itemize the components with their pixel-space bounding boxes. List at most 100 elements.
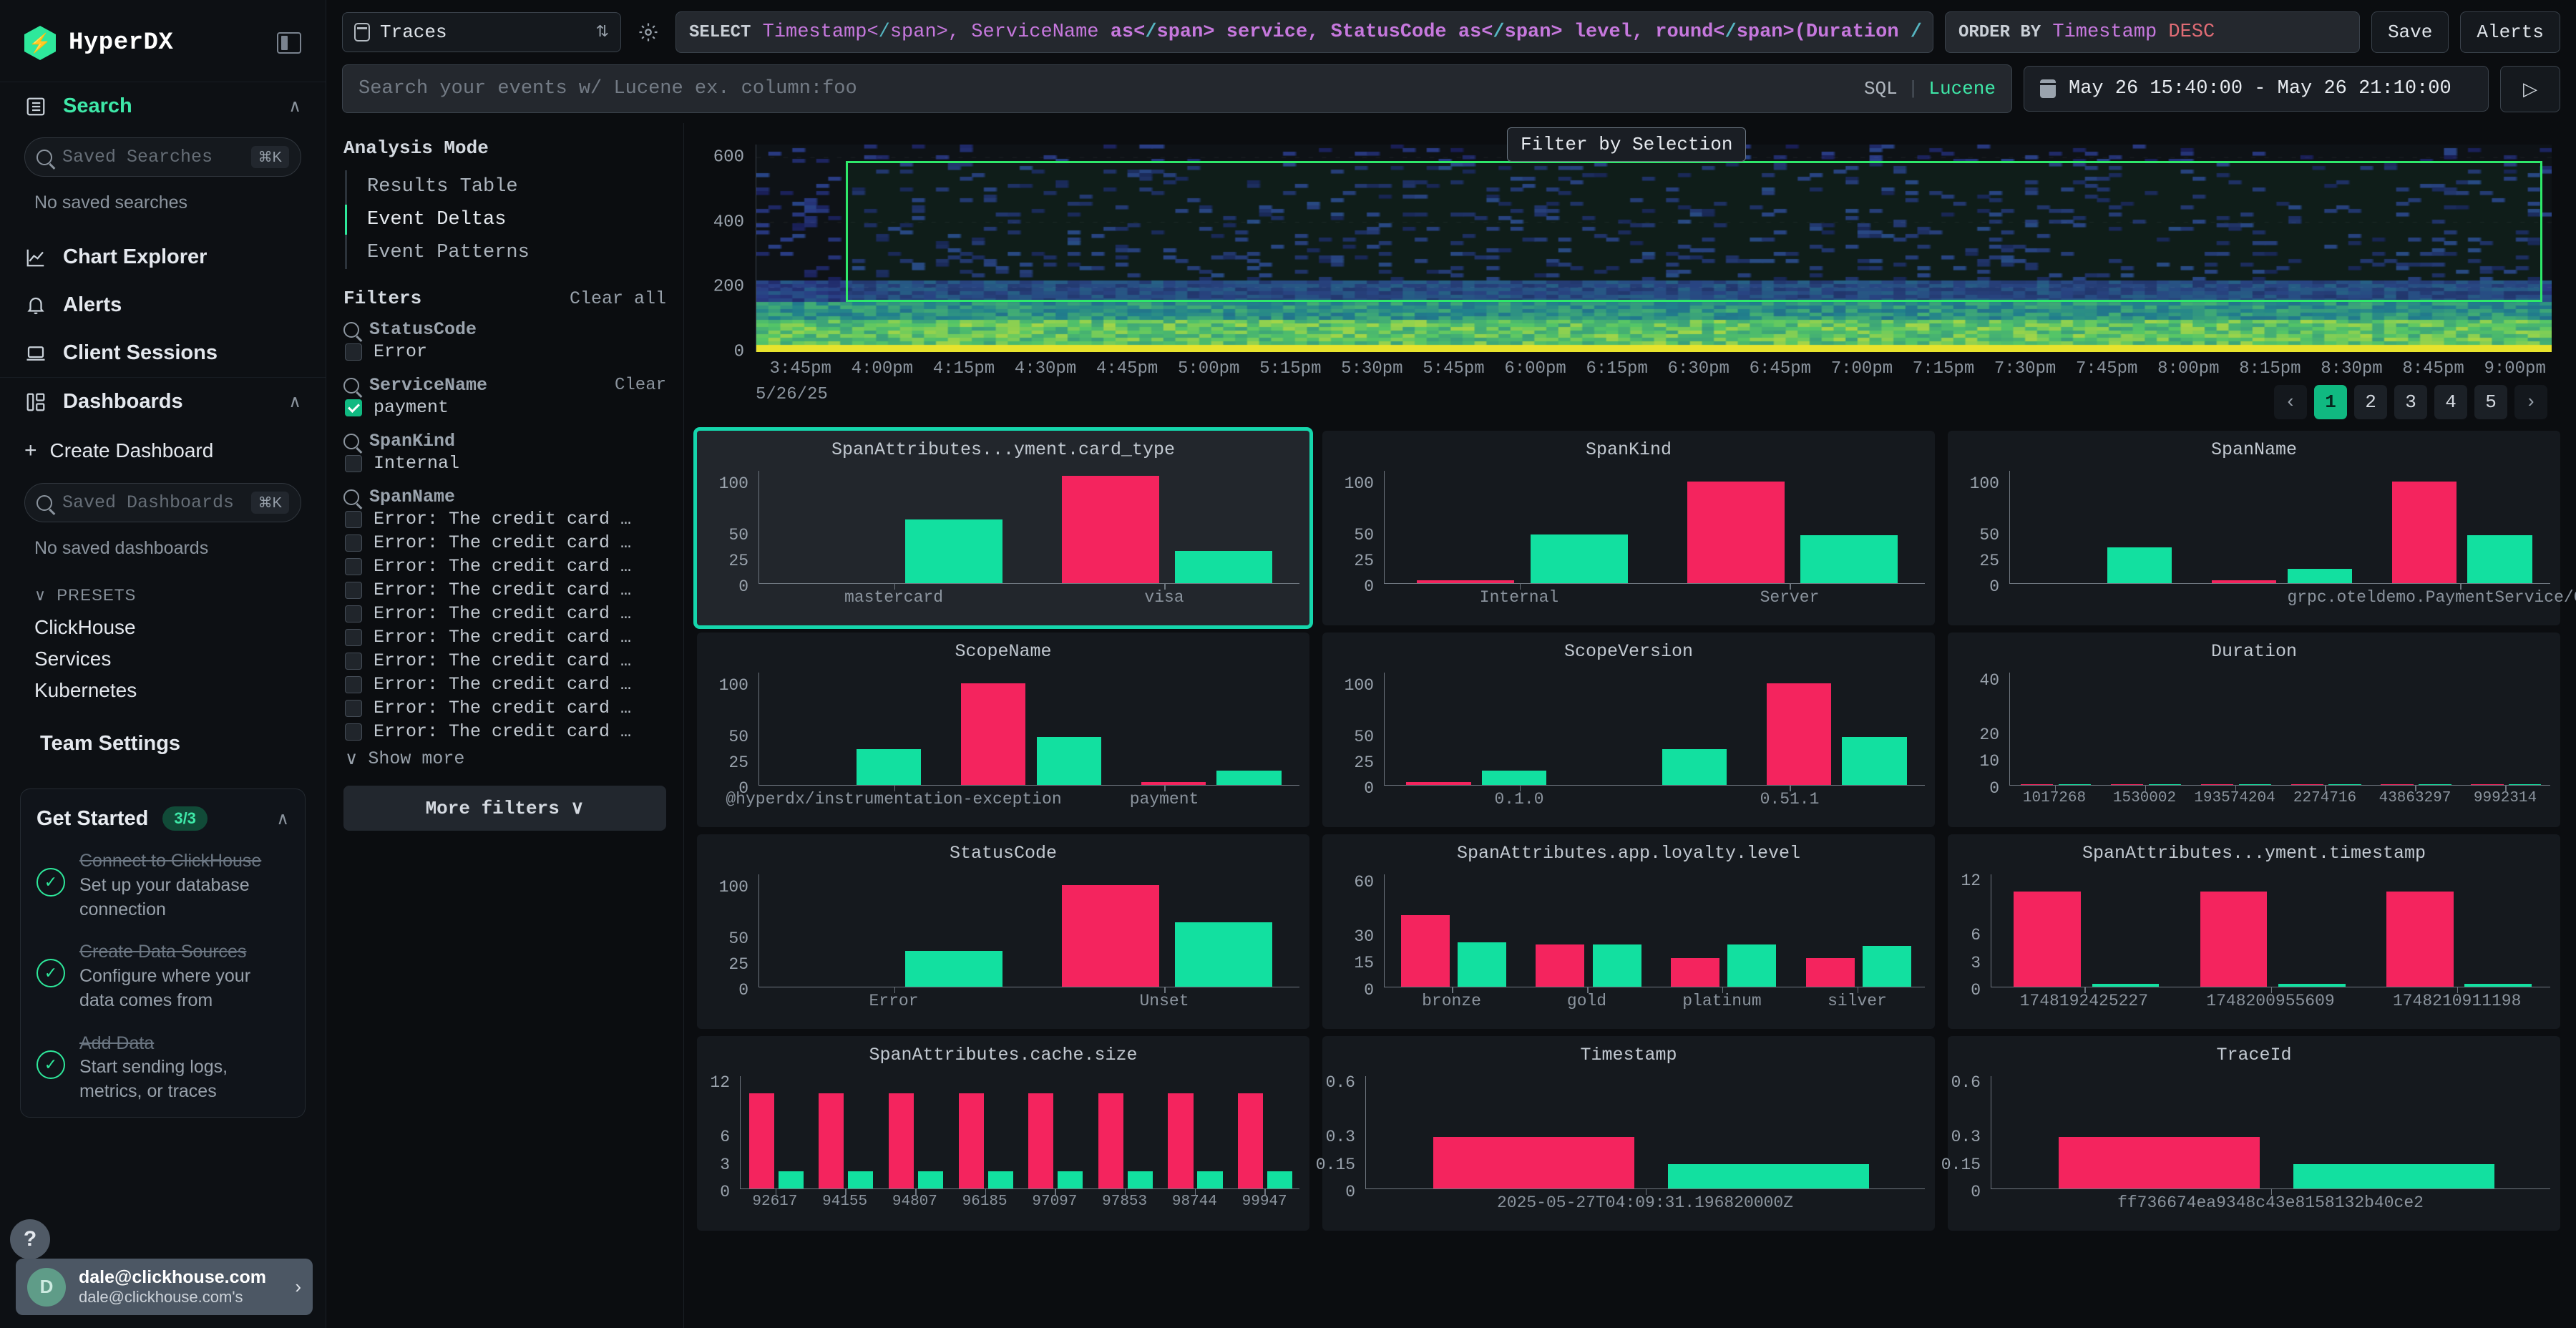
- chart-bar: [1098, 1093, 1123, 1188]
- filter-option[interactable]: Error: The credit card …: [343, 673, 666, 696]
- order-by-input[interactable]: ORDER BY Timestamp DESC: [1944, 11, 2360, 53]
- saved-searches-input[interactable]: Saved Searches ⌘K: [24, 137, 301, 177]
- checkbox[interactable]: [345, 399, 362, 416]
- analysis-mode-event-deltas[interactable]: Event Deltas: [345, 203, 666, 236]
- pagination-page-4[interactable]: 4: [2434, 385, 2467, 419]
- create-dashboard-button[interactable]: + Create Dashboard: [0, 426, 326, 476]
- delta-chart-6[interactable]: Duration 0 10 20 40 1017268 1530002 193574204 22…: [1948, 633, 2560, 827]
- alerts-button[interactable]: Alerts: [2460, 11, 2560, 53]
- sidebar-item-label: Dashboards: [63, 390, 183, 413]
- pagination-page-1[interactable]: 1: [2314, 385, 2347, 419]
- date-range-picker[interactable]: May 26 15:40:00 - May 26 21:10:00: [2024, 66, 2489, 112]
- filter-option[interactable]: Error: The credit card …: [343, 578, 666, 602]
- source-select[interactable]: Traces ⇅: [342, 12, 621, 52]
- presets-header[interactable]: ∨ PRESETS: [0, 579, 326, 612]
- filter-group-header[interactable]: SpanName: [343, 487, 666, 507]
- chart-y-tick: 0: [1989, 577, 1999, 596]
- analysis-mode-results-table[interactable]: Results Table: [367, 176, 518, 197]
- search-input[interactable]: Search your events w/ Lucene ex. column:…: [342, 64, 2012, 113]
- preset-item-clickhouse[interactable]: ClickHouse: [34, 616, 136, 638]
- mode-lucene-toggle[interactable]: Lucene: [1928, 78, 1996, 99]
- pagination-page-5[interactable]: 5: [2474, 385, 2507, 419]
- saved-dashboards-input[interactable]: Saved Dashboards ⌘K: [24, 483, 301, 522]
- panel-collapse-icon[interactable]: [277, 32, 301, 54]
- chevron-up-icon[interactable]: ∧: [288, 392, 301, 411]
- pagination-prev[interactable]: ‹: [2274, 385, 2307, 419]
- filter-group-clear-button[interactable]: Clear: [614, 376, 666, 395]
- filter-group-header[interactable]: StatusCode: [343, 319, 666, 340]
- get-started-item[interactable]: ✓ Create Data Sources Configure where yo…: [36, 940, 289, 1012]
- get-started-item[interactable]: ✓ Connect to ClickHouse Set up your data…: [36, 849, 289, 922]
- mode-sql-toggle[interactable]: SQL: [1863, 78, 1898, 99]
- chart-bar: [1800, 535, 1898, 583]
- sidebar-item-alerts[interactable]: Alerts: [0, 281, 326, 329]
- delta-chart-8[interactable]: SpanAttributes.app.loyalty.level 0 15 30 60 b…: [1322, 834, 1935, 1029]
- checkbox[interactable]: [345, 675, 362, 693]
- checkbox[interactable]: [345, 699, 362, 717]
- delta-chart-7[interactable]: StatusCode 0 25 50 100 Error Unset: [697, 834, 1309, 1029]
- sidebar-item-search[interactable]: Search ∧: [0, 82, 326, 130]
- chart-y-tick: 0: [1971, 1183, 1981, 1201]
- filter-option[interactable]: payment: [343, 396, 666, 419]
- save-button[interactable]: Save: [2371, 11, 2449, 53]
- filter-option[interactable]: Error: The credit card …: [343, 507, 666, 531]
- get-started-header[interactable]: Get Started 3/3 ∧: [36, 806, 289, 831]
- checkbox[interactable]: [345, 557, 362, 575]
- filter-option[interactable]: Error: The credit card …: [343, 625, 666, 649]
- delta-chart-11[interactable]: Timestamp 0 0.15 0.3 0.6 2025-05-27T04:09:31.…: [1316, 1036, 1935, 1231]
- sidebar-item-chart-explorer[interactable]: Chart Explorer: [0, 233, 326, 281]
- checkbox[interactable]: [345, 454, 362, 472]
- filter-option[interactable]: Error: The credit card …: [343, 602, 666, 625]
- checkbox[interactable]: [345, 652, 362, 670]
- get-started-item[interactable]: ✓ Add Data Start sending logs, metrics, …: [36, 1032, 289, 1104]
- delta-chart-10[interactable]: SpanAttributes.cache.size 0 3 6 12 92617 94155…: [697, 1036, 1309, 1231]
- pagination-next[interactable]: ›: [2514, 385, 2547, 419]
- filter-group-header[interactable]: SpanKind: [343, 431, 666, 451]
- delta-chart-1[interactable]: SpanAttributes...yment.card_type 0 25 50 100…: [693, 427, 1313, 629]
- checkbox[interactable]: [345, 343, 362, 361]
- sidebar-item-dashboards[interactable]: Dashboards ∧: [0, 378, 326, 426]
- user-account-bar[interactable]: D dale@clickhouse.com dale@clickhouse.co…: [16, 1259, 313, 1315]
- delta-chart-5[interactable]: ScopeVersion 0 25 50 100 0.1.0 0.51.1: [1322, 633, 1935, 827]
- checkbox[interactable]: [345, 534, 362, 552]
- delta-chart-2[interactable]: SpanKind 0 25 50 100 Internal Server: [1322, 431, 1935, 625]
- sql-select-input[interactable]: SELECT Timestamp</span>, ServiceName as<…: [675, 11, 1933, 53]
- filter-by-selection-tooltip[interactable]: Filter by Selection: [1507, 127, 1747, 162]
- source-settings-button[interactable]: [633, 21, 664, 43]
- checkbox[interactable]: [345, 723, 362, 741]
- filter-option[interactable]: Error: The credit card …: [343, 531, 666, 555]
- analysis-mode-event-patterns[interactable]: Event Patterns: [367, 242, 530, 263]
- clear-all-filters-button[interactable]: Clear all: [569, 288, 666, 309]
- checkbox[interactable]: [345, 581, 362, 599]
- filter-option[interactable]: Internal: [343, 451, 666, 475]
- filter-group-header[interactable]: ServiceName Clear: [343, 375, 666, 396]
- checkbox[interactable]: [345, 605, 362, 622]
- help-button[interactable]: ?: [10, 1219, 50, 1259]
- pagination-page-2[interactable]: 2: [2354, 385, 2387, 419]
- sidebar-item-client-sessions[interactable]: Client Sessions: [0, 329, 326, 377]
- delta-chart-3[interactable]: SpanName 0 25 50 100 grpc.oteldemo.PaymentSer…: [1948, 431, 2576, 625]
- more-filters-button[interactable]: More filters ∨: [343, 786, 666, 831]
- heatmap-plot[interactable]: [756, 145, 2552, 352]
- delta-chart-4[interactable]: ScopeName 0 25 50 100 @hyperdx/instrumentatio…: [697, 633, 1309, 827]
- preset-item-kubernetes[interactable]: Kubernetes: [34, 679, 137, 701]
- filter-option[interactable]: Error: The credit card …: [343, 720, 666, 743]
- preset-item-services[interactable]: Services: [34, 648, 112, 670]
- pagination-page-3[interactable]: 3: [2394, 385, 2427, 419]
- get-started-progress-badge: 3/3: [162, 806, 208, 831]
- delta-chart-12[interactable]: TraceId 0 0.15 0.3 0.6 ff736674ea9348c43e8158…: [1941, 1036, 2560, 1231]
- show-more-button[interactable]: ∨ Show more: [343, 743, 666, 770]
- delta-chart-9[interactable]: SpanAttributes...yment.timestamp 0 3 6 12 174…: [1948, 834, 2560, 1029]
- filter-option[interactable]: Error: The credit card …: [343, 696, 666, 720]
- filter-option-label: Error: The credit card …: [374, 532, 632, 553]
- checkbox[interactable]: [345, 510, 362, 528]
- sidebar-item-team-settings[interactable]: Team Settings: [0, 716, 326, 771]
- chevron-up-icon[interactable]: ∧: [288, 97, 301, 116]
- filter-option[interactable]: Error: The credit card …: [343, 649, 666, 673]
- filter-option[interactable]: Error: [343, 340, 666, 363]
- checkbox[interactable]: [345, 628, 362, 646]
- chart-x-tick: 94807: [892, 1193, 937, 1210]
- filter-option[interactable]: Error: The credit card …: [343, 555, 666, 578]
- run-query-button[interactable]: ▷: [2500, 65, 2560, 112]
- chevron-up-icon[interactable]: ∧: [276, 809, 289, 829]
